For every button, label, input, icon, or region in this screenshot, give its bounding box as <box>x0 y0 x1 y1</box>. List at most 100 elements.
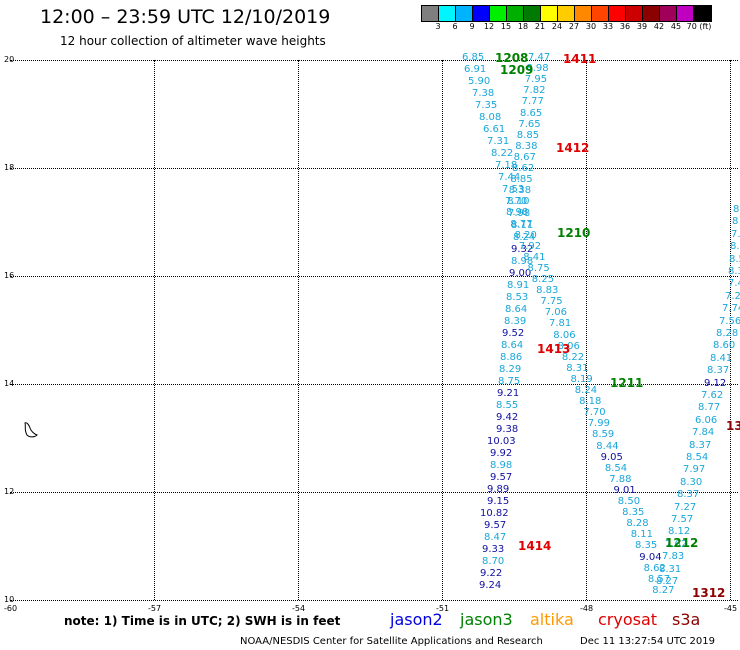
color-scale-tick: 70 (ft) <box>686 22 712 31</box>
pass-id-label: 1210 <box>557 226 591 240</box>
swh-reading: 7.84 <box>692 427 715 439</box>
swh-reading: 8.57 <box>647 573 671 585</box>
swh-reading: 6.91 <box>464 64 487 75</box>
pass-id-label: 1412 <box>556 141 590 155</box>
swh-reading: 7.65 <box>518 118 541 130</box>
latitude-label: 12 <box>4 487 15 496</box>
pass-id-label: 1208 <box>495 51 529 65</box>
swh-reading: 8.28 <box>626 518 649 530</box>
color-swatch <box>422 6 439 21</box>
longitude-label: -51 <box>436 604 450 613</box>
color-scale-tick: 12 <box>483 22 495 31</box>
swh-reading: 8.37 <box>677 489 700 501</box>
swh-reading: 8.98 <box>506 207 529 219</box>
satellite-legend-item: altika <box>530 610 574 629</box>
swh-reading: 8.47 <box>484 532 507 543</box>
satellite-legend-item: jason2 <box>390 610 443 629</box>
swh-reading: 8.19 <box>570 373 593 385</box>
swh-reading: 8.75 <box>527 262 550 274</box>
swh-reading: 7.06 <box>544 307 567 319</box>
swh-reading: 8.39 <box>504 316 527 327</box>
swh-reading: 5.90 <box>468 76 491 87</box>
swh-reading: 8.86 <box>500 352 523 363</box>
color-scale-tick: 33 <box>602 22 614 31</box>
swh-reading: 8.35 <box>635 540 658 552</box>
swh-reading: 7.57 <box>671 514 694 525</box>
swh-reading: 8.44 <box>596 440 619 452</box>
color-swatch <box>609 6 626 21</box>
color-scale-tick: 9 <box>469 22 475 31</box>
swh-reading: 8.54 <box>686 452 709 463</box>
swh-reading: 7.38 <box>472 88 495 99</box>
color-scale-tick: 30 <box>585 22 597 31</box>
swh-reading: 8.41 <box>710 352 733 364</box>
pass-id-label: 13 <box>726 419 740 433</box>
swh-reading: 10.82 <box>480 508 509 519</box>
swh-reading: 7.22 <box>725 290 740 302</box>
swh-reading: 6.06 <box>695 414 718 426</box>
swh-reading: 9.00 <box>509 268 532 279</box>
color-swatch <box>541 6 558 21</box>
swh-reading: 8 <box>733 204 740 215</box>
swh-reading: 8.85 <box>510 174 533 186</box>
swh-reading: 8.10 <box>507 196 530 208</box>
color-scale-tick: 27 <box>568 22 580 31</box>
swh-reading: 8.75 <box>498 376 521 387</box>
swh-reading: 7.62 <box>701 390 724 401</box>
swh-reading: 9.38 <box>496 424 519 435</box>
pass-id-label: 1211 <box>610 376 644 390</box>
latitude-gridline <box>10 600 738 601</box>
swh-reading: 7.92 <box>518 240 542 252</box>
swh-reading: 8.25 <box>531 274 555 285</box>
swh-reading: 8.59 <box>592 429 615 441</box>
pass-id-label: 1312 <box>692 586 726 600</box>
swh-reading: 8.38 <box>515 140 538 152</box>
swh-reading: 8.83 <box>536 285 559 297</box>
latitude-gridline <box>10 384 738 385</box>
pass-id-label: 1414 <box>518 539 552 553</box>
swh-reading: 9.21 <box>497 388 520 399</box>
swh-reading: 8.98 <box>526 63 549 75</box>
swh-reading: 8.22 <box>561 351 585 363</box>
latitude-gridline <box>10 276 738 277</box>
swh-reading: 8.35 <box>622 507 645 519</box>
swh-reading: 7.99 <box>587 418 610 430</box>
swh-reading: 8.60 <box>713 340 736 352</box>
latitude-label: 14 <box>4 379 15 388</box>
swh-reading: 7.77 <box>521 96 544 108</box>
color-swatch <box>507 6 524 21</box>
swh-reading: 8.31 <box>659 563 682 575</box>
swh-reading: 8.08 <box>479 112 502 123</box>
latitude-gridline <box>10 168 738 169</box>
longitude-gridline <box>298 60 299 600</box>
swh-reading: 8.85 <box>516 129 540 141</box>
satellite-legend-item: s3a <box>672 610 701 629</box>
longitude-gridline <box>154 60 155 600</box>
color-swatch <box>473 6 490 21</box>
color-swatch <box>558 6 575 21</box>
swh-reading: 8.64 <box>501 340 524 351</box>
swh-reading: 6.61 <box>483 124 506 135</box>
swh-reading: 7.56 <box>719 315 740 327</box>
swh-reading: 8.67 <box>513 151 536 163</box>
color-scale-tick: 21 <box>534 22 546 31</box>
swh-reading: 9.32 <box>511 244 534 255</box>
longitude-gridline <box>442 60 443 600</box>
swh-reading: 7.31 <box>487 136 510 147</box>
island-outline <box>24 422 38 438</box>
swh-reading: 8 <box>732 216 739 228</box>
color-swatch <box>490 6 507 21</box>
swh-reading: 9.04 <box>639 551 662 563</box>
swh-reading: 7. <box>731 228 740 240</box>
latitude-label: 10 <box>4 595 15 604</box>
swh-reading: 9.92 <box>490 448 513 459</box>
swh-reading: 8.77 <box>698 402 721 414</box>
swh-reading: 8.62 <box>512 163 535 174</box>
map-subtitle: 12 hour collection of altimeter wave hei… <box>60 34 326 48</box>
swh-reading: 9.52 <box>502 328 525 339</box>
pass-id-label: 1413 <box>537 342 571 356</box>
pass-id-label: 1411 <box>563 52 597 66</box>
swh-reading: 7.53 <box>502 184 525 195</box>
swh-reading: 8.70 <box>482 556 505 567</box>
swh-reading: 9.57 <box>484 520 507 531</box>
